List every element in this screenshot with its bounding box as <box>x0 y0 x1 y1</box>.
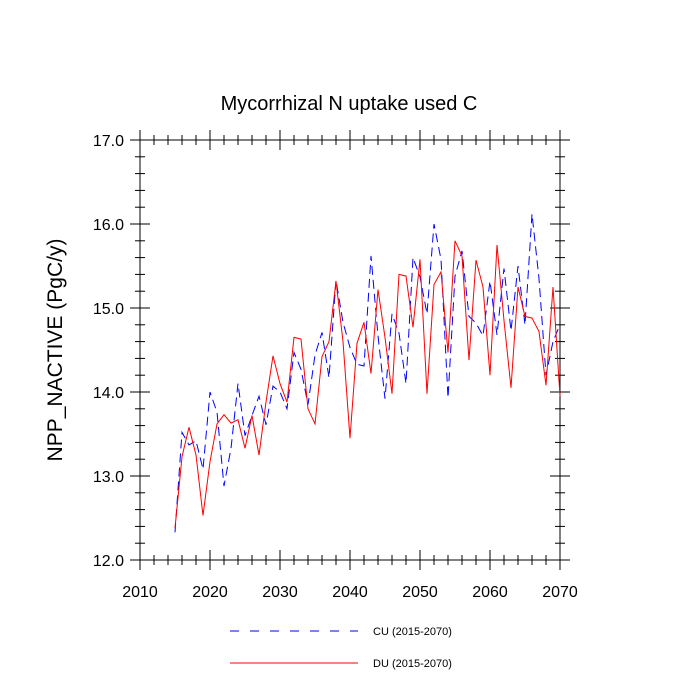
x-tick-label: 2010 <box>122 584 158 601</box>
plot-frame <box>139 139 561 561</box>
series-group <box>174 213 561 533</box>
y-tick-label: 16.0 <box>93 217 124 234</box>
series-line-du <box>174 240 561 529</box>
legend-label-cu: CU (2015-2070) <box>373 626 452 638</box>
x-tick-label: 2070 <box>542 584 578 601</box>
y-tick-label: 12.0 <box>93 553 124 570</box>
y-tick-label: 17.0 <box>93 133 124 150</box>
y-axis-label: NPP_NACTIVE (PgC/y) <box>44 239 67 462</box>
x-tick-label: 2030 <box>262 584 298 601</box>
x-tick-label: 2060 <box>472 584 508 601</box>
legend-label-du: DU (2015-2070) <box>373 658 452 670</box>
x-tick-label: 2020 <box>192 584 228 601</box>
y-tick-label: 13.0 <box>93 469 124 486</box>
axis-ticks: 2010 2020 2030 2040 2050 2060 2070 12.0 13.0 14.0… <box>93 130 578 601</box>
y-tick-label: 15.0 <box>93 301 124 318</box>
x-tick-label: 2040 <box>332 584 368 601</box>
series-line-cu <box>174 213 561 533</box>
y-tick-label: 14.0 <box>93 385 124 402</box>
legend: CU (2015-2070) DU (2015-2070) <box>230 626 452 670</box>
chart-title: Mycorrhizal N uptake used C <box>221 93 478 115</box>
x-tick-label: 2050 <box>402 584 438 601</box>
